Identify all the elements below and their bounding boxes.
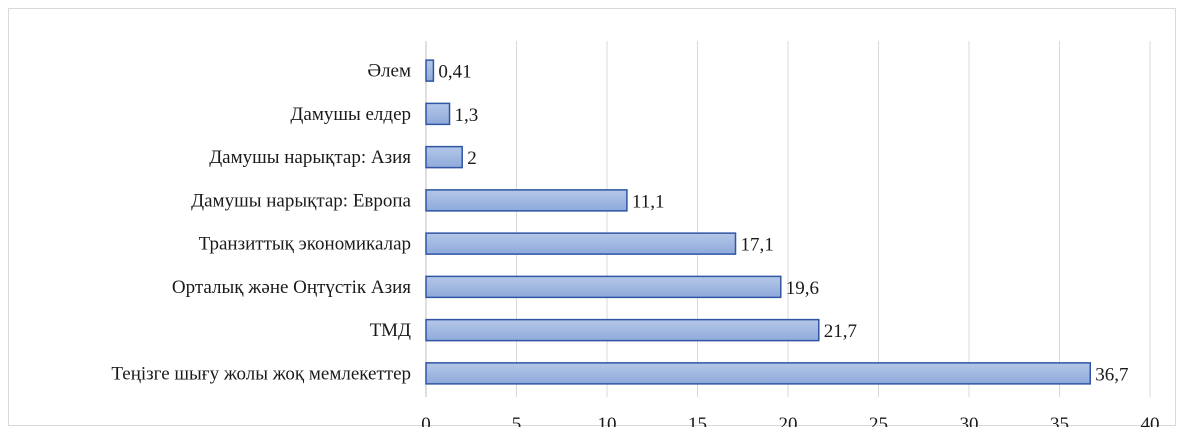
x-tick-label: 30 <box>960 414 979 427</box>
data-label: 17,1 <box>741 235 774 256</box>
bar <box>425 102 451 126</box>
category-label: Теңізге шығу жолы жоқ мемлекеттер <box>111 363 411 384</box>
data-label: 0,41 <box>438 62 471 83</box>
bars <box>425 59 1092 385</box>
x-tick-label: 5 <box>512 414 522 427</box>
category-label: Транзиттық экономикалар <box>199 234 411 255</box>
chart-frame: 0 5 10 15 20 25 30 35 40 Әлем 0,41 Дамушы елдер 1,3 Д… <box>8 8 1176 427</box>
data-label: 19,6 <box>786 278 819 299</box>
data-label: 11,1 <box>632 191 665 212</box>
category-label: Дамушы елдер <box>290 104 411 125</box>
category-label: Орталық және Оңтүстік Азия <box>172 277 411 298</box>
x-tick-label: 15 <box>688 414 707 427</box>
gridlines <box>516 41 1151 397</box>
bar <box>425 145 463 169</box>
data-label: 1,3 <box>455 105 479 126</box>
category-label: Дамушы нарықтар: Европа <box>191 190 411 211</box>
x-tick-label: 40 <box>1141 414 1160 427</box>
bar <box>425 189 628 212</box>
data-label: 2 <box>467 148 477 169</box>
bar <box>425 275 782 299</box>
bar <box>425 59 435 82</box>
bar <box>425 318 820 342</box>
category-label: ТМД <box>370 320 411 341</box>
x-tick-label: 10 <box>598 414 617 427</box>
bar <box>425 232 737 255</box>
x-tick-label: 0 <box>421 414 431 427</box>
category-label: Әлем <box>367 61 411 82</box>
data-label: 36,7 <box>1095 364 1128 385</box>
category-label: Дамушы нарықтар: Азия <box>209 147 411 168</box>
data-label: 21,7 <box>824 321 857 342</box>
x-tick-label: 35 <box>1050 414 1069 427</box>
labels: 0 5 10 15 20 25 30 35 40 Әлем 0,41 Дамушы елдер 1,3 Д… <box>111 61 1159 427</box>
bar <box>425 362 1092 385</box>
x-tick-label: 25 <box>869 414 888 427</box>
x-tick-label: 20 <box>779 414 798 427</box>
bar-chart: 0 5 10 15 20 25 30 35 40 Әлем 0,41 Дамушы елдер 1,3 Д… <box>111 41 1160 427</box>
